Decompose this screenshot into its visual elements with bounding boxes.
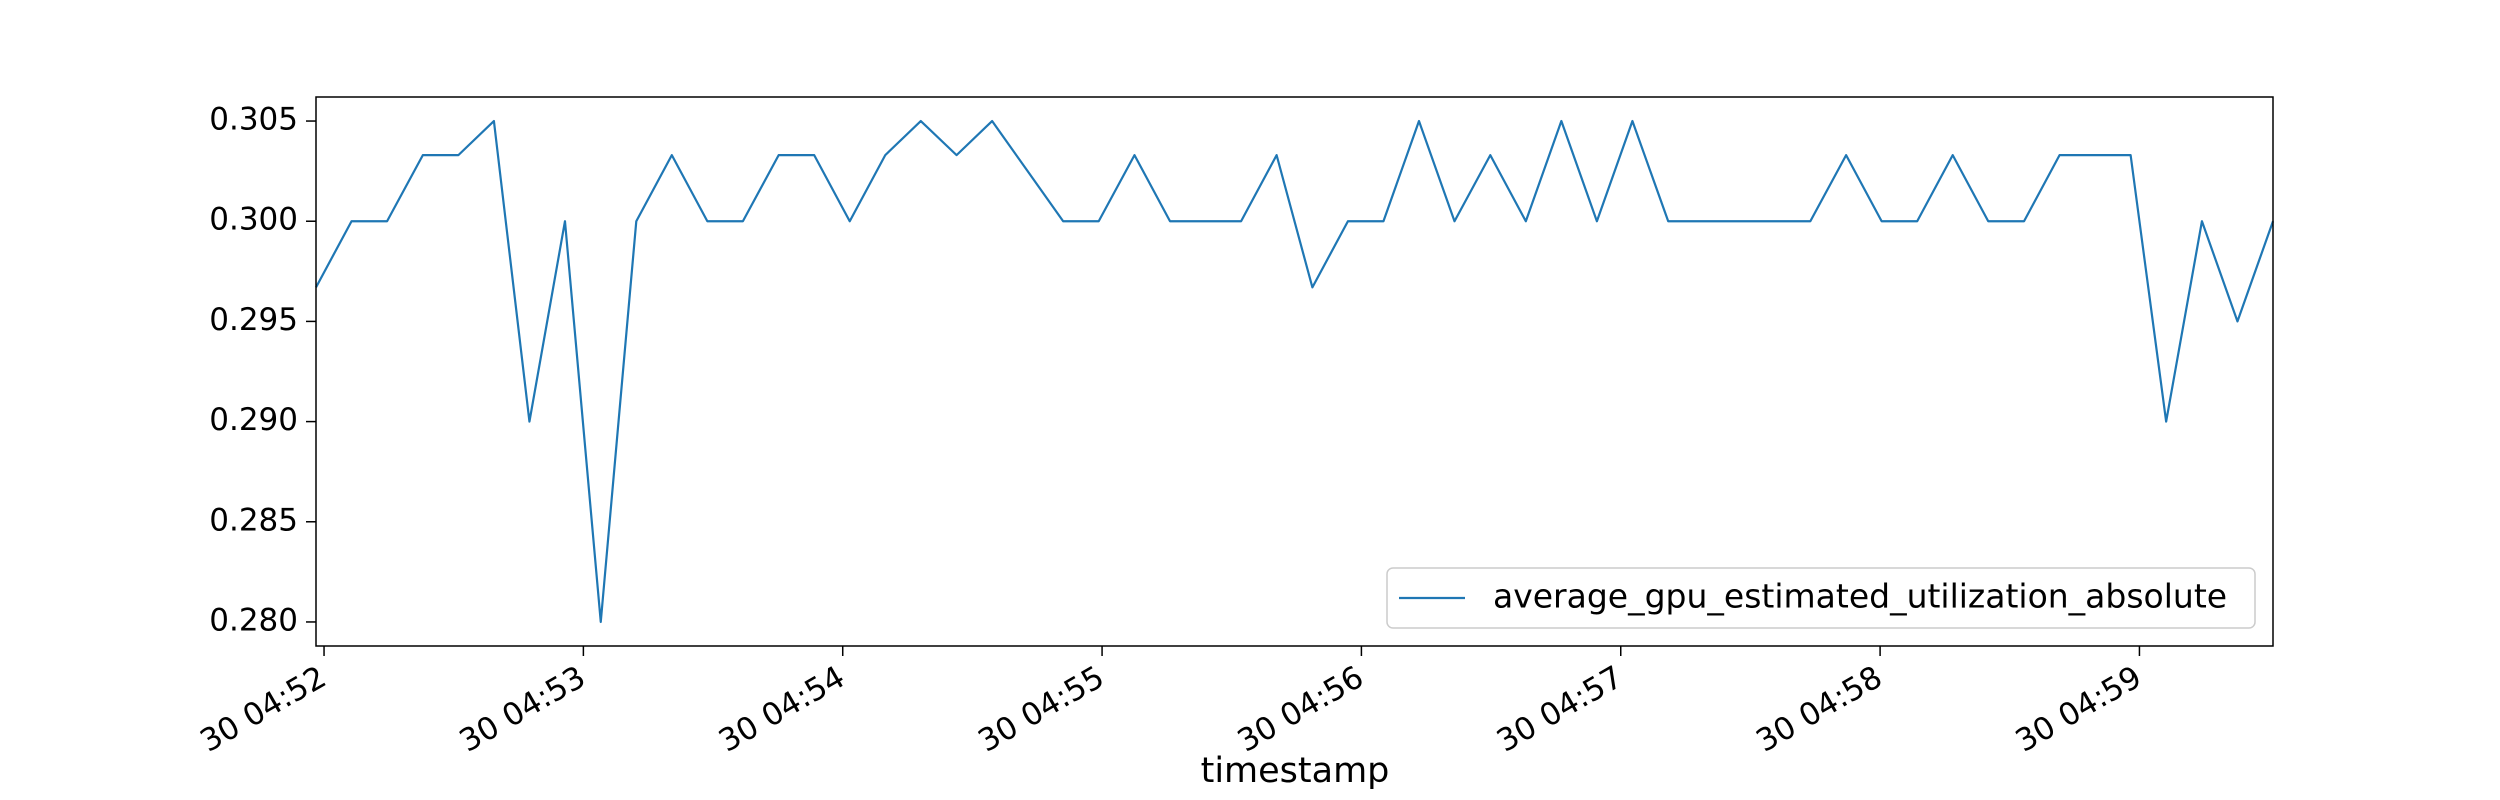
plot-frame (315, 96, 2274, 647)
y-tick-label: 0.280 (209, 602, 298, 638)
y-tick-label: 0.300 (209, 202, 298, 238)
legend-box (1386, 567, 2256, 629)
y-tick-label: 0.305 (209, 102, 298, 138)
x-axis-label: timestamp (1201, 751, 1390, 791)
legend: average_gpu_estimated_utilization_absolu… (1386, 567, 2256, 629)
y-tick-label: 0.290 (209, 402, 298, 438)
legend-label: average_gpu_estimated_utilization_absolu… (1493, 577, 2227, 616)
y-tick-label: 0.285 (209, 502, 298, 538)
data-line (315, 119, 2275, 624)
y-tick-label: 0.295 (209, 302, 298, 338)
